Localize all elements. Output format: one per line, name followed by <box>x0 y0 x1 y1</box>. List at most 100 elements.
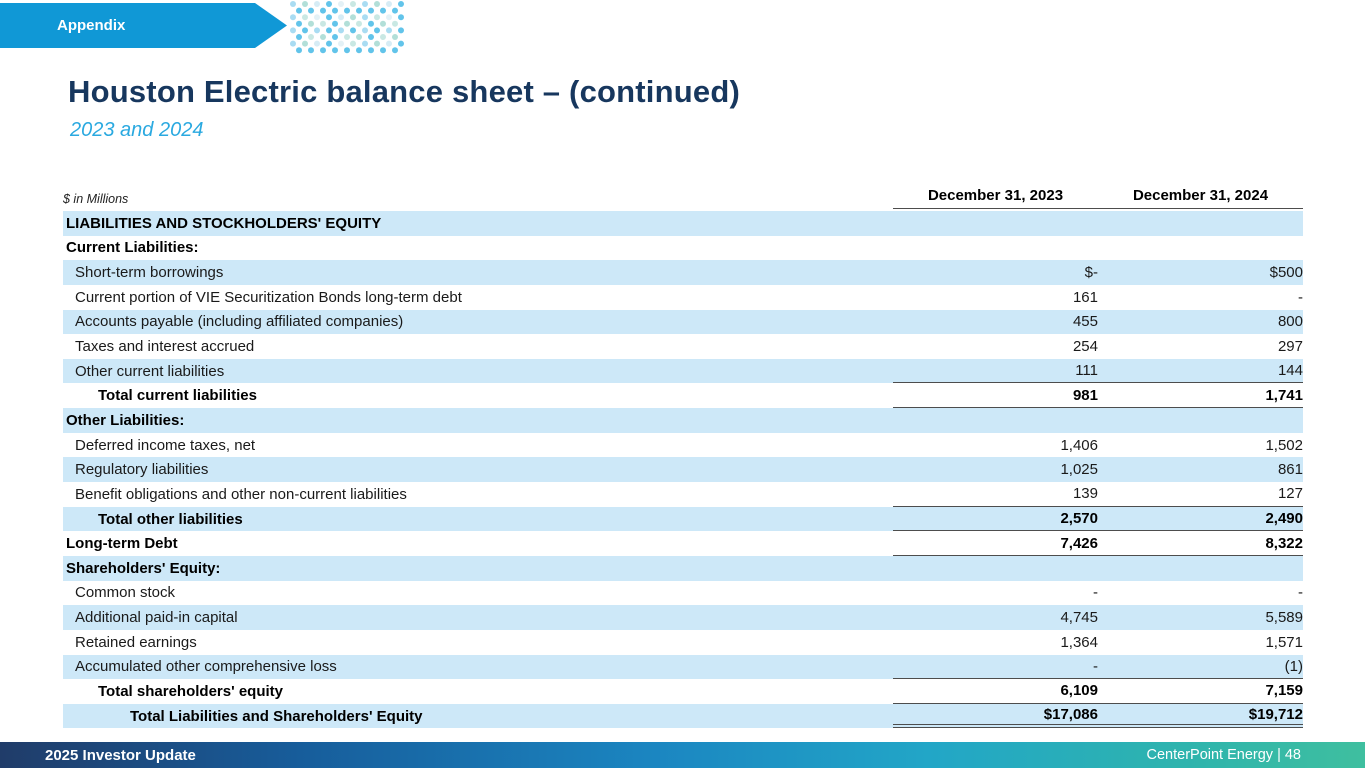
row-label: LIABILITIES AND STOCKHOLDERS' EQUITY <box>66 214 382 232</box>
value-2024 <box>1098 211 1303 236</box>
row-label: Regulatory liabilities <box>75 461 209 479</box>
value-2023: 1,406 <box>1060 436 1098 454</box>
table-row: Short-term borrowings $- $500 <box>63 260 1303 285</box>
row-label: Other Liabilities: <box>66 411 185 429</box>
row-values <box>893 211 1303 236</box>
table-row: Other current liabilities 111 144 <box>63 358 1303 384</box>
value-2023: 139 <box>1072 485 1098 503</box>
table-row: Additional paid-in capital 4,745 5,589 <box>63 605 1303 630</box>
row-label: Total shareholders' equity <box>98 682 283 700</box>
table-row: Total current liabilities 981 1,741 <box>63 383 1303 409</box>
column-header-2023: December 31, 2023 <box>927 187 1064 204</box>
row-label: Common stock <box>75 584 176 602</box>
row-values: 1,025 861 <box>893 457 1303 482</box>
table-row: LIABILITIES AND STOCKHOLDERS' EQUITY <box>63 211 1303 236</box>
row-label: Accounts payable (including affiliated c… <box>75 313 404 331</box>
row-values: $- $500 <box>893 260 1303 285</box>
dot-pattern-decoration <box>290 1 404 54</box>
table-row: Accumulated other comprehensive loss - (… <box>63 654 1303 680</box>
row-label: Short-term borrowings <box>75 264 224 282</box>
row-label: Current Liabilities: <box>66 239 199 257</box>
value-2024: 861 <box>1277 461 1303 479</box>
row-values: 2,570 2,490 <box>893 507 1303 532</box>
table-header-row: $ in Millions December 31, 2023 December… <box>63 184 1303 209</box>
table-row: Accounts payable (including affiliated c… <box>63 309 1303 335</box>
row-label: Total other liabilities <box>98 510 243 528</box>
value-2024: 144 <box>1277 362 1303 380</box>
value-2023: 981 <box>1072 386 1098 404</box>
table-row: Current Liabilities: <box>63 236 1303 261</box>
row-label: Total current liabilities <box>98 387 257 405</box>
page-subtitle: 2023 and 2024 <box>70 119 204 141</box>
row-label: Deferred income taxes, net <box>75 436 256 454</box>
footer-left-text: 2025 Investor Update <box>45 746 196 764</box>
value-2024 <box>1098 236 1303 261</box>
value-2023 <box>893 236 1098 261</box>
value-2023: 1,025 <box>1060 461 1098 479</box>
row-values: - (1) <box>893 655 1303 680</box>
value-2023: 7,426 <box>1060 534 1098 552</box>
footer-bar: 2025 Investor Update CenterPoint Energy … <box>0 742 1365 768</box>
value-2024: 8,322 <box>1265 534 1303 552</box>
value-2023 <box>893 408 1098 433</box>
table-row: Benefit obligations and other non-curren… <box>63 482 1303 507</box>
value-2024: 5,589 <box>1265 609 1303 627</box>
appendix-banner: Appendix <box>0 3 287 48</box>
value-2023: 6,109 <box>1060 682 1098 700</box>
table-row: Deferred income taxes, net 1,406 1,502 <box>63 433 1303 458</box>
table-row: Common stock - - <box>63 581 1303 606</box>
row-values: 1,364 1,571 <box>893 630 1303 655</box>
table-row: Current portion of VIE Securitization Bo… <box>63 285 1303 310</box>
value-2023: 111 <box>1075 362 1098 380</box>
row-label: Additional paid-in capital <box>75 609 238 627</box>
value-2023: 1,364 <box>1060 633 1098 651</box>
row-label: Shareholders' Equity: <box>66 559 221 577</box>
row-label: Other current liabilities <box>75 362 225 380</box>
row-label: Current portion of VIE Securitization Bo… <box>75 288 462 306</box>
table-row: Retained earnings 1,364 1,571 <box>63 630 1303 655</box>
table-row: Long-term Debt 7,426 8,322 <box>63 531 1303 556</box>
value-2024: 7,159 <box>1265 682 1303 700</box>
value-2024: 127 <box>1277 485 1303 503</box>
value-2024 <box>1098 408 1303 433</box>
row-label: Long-term Debt <box>66 535 178 553</box>
row-values: 161 - <box>893 285 1303 310</box>
value-2023: 2,570 <box>1060 510 1098 527</box>
table-row: Total other liabilities 2,570 2,490 <box>63 506 1303 532</box>
row-label: Benefit obligations and other non-curren… <box>75 485 407 503</box>
value-2023: $- <box>1084 264 1098 282</box>
row-values <box>893 236 1303 261</box>
row-values <box>893 556 1303 581</box>
row-values: 981 1,741 <box>893 383 1303 409</box>
value-2023: $17,086 <box>1043 705 1098 723</box>
units-note: $ in Millions <box>63 192 129 206</box>
footer-page-label: CenterPoint Energy | 48 <box>1146 747 1302 763</box>
table-row: Total shareholders' equity 6,109 7,159 <box>63 679 1303 704</box>
row-values: 254 297 <box>893 334 1303 359</box>
value-2023: 254 <box>1072 338 1098 356</box>
value-2023: 4,745 <box>1060 609 1098 627</box>
value-2024: (1) <box>1284 657 1303 675</box>
value-2023: - <box>1093 584 1098 602</box>
value-2024: 1,502 <box>1265 436 1303 454</box>
value-2024 <box>1098 556 1303 581</box>
value-2023 <box>893 211 1098 236</box>
table-row: Total Liabilities and Shareholders' Equi… <box>63 703 1303 729</box>
value-2024: $500 <box>1269 264 1303 282</box>
value-2024: $19,712 <box>1248 705 1303 723</box>
row-values: 4,745 5,589 <box>893 605 1303 630</box>
column-headers: December 31, 2023 December 31, 2024 <box>893 184 1303 209</box>
table-row: Shareholders' Equity: <box>63 555 1303 581</box>
row-values <box>893 408 1303 433</box>
row-values: 455 800 <box>893 310 1303 335</box>
row-values: 6,109 7,159 <box>893 679 1303 704</box>
value-2024: 1,571 <box>1265 633 1303 651</box>
value-2024: - <box>1298 288 1303 306</box>
value-2023 <box>893 556 1098 581</box>
value-2024: 297 <box>1277 338 1303 356</box>
value-2023: - <box>1093 657 1098 675</box>
row-values: - - <box>893 581 1303 606</box>
row-label: Total Liabilities and Shareholders' Equi… <box>130 707 423 725</box>
row-values: $17,086 $19,712 <box>893 704 1303 729</box>
